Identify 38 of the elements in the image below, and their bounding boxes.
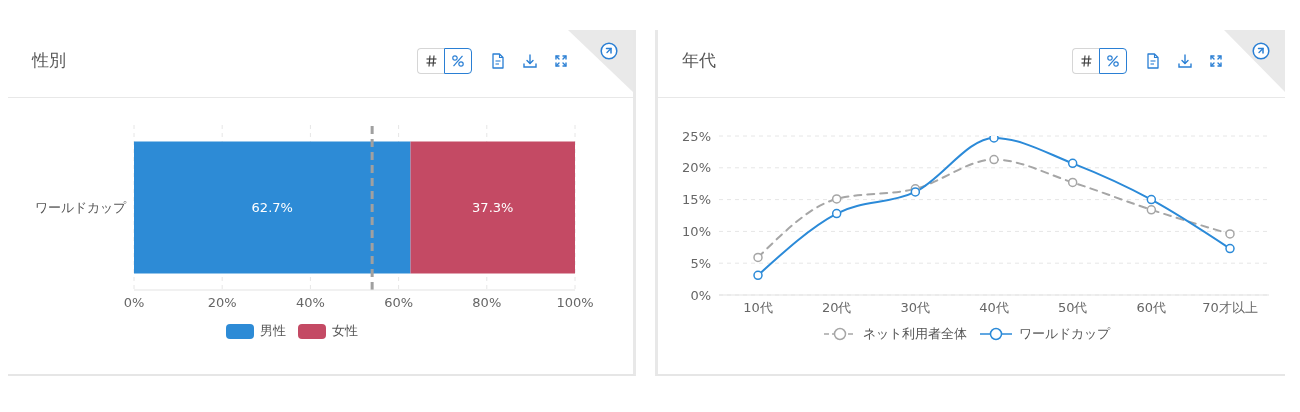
point <box>1225 243 1235 254</box>
x-tick-label: 100% <box>556 295 594 311</box>
x-tick-label: 70才以上 <box>1202 300 1258 316</box>
point <box>989 136 999 143</box>
point <box>753 270 763 281</box>
legend-label: 女性 <box>331 322 358 340</box>
y-tick-label: 15% <box>682 192 711 208</box>
data-label: 62.7% <box>251 200 293 216</box>
x-tick-label: 20代 <box>821 300 852 316</box>
x-tick-label: 60代 <box>1136 300 1167 316</box>
point <box>753 252 763 263</box>
chart-title: 性別 <box>32 49 66 72</box>
x-tick-label: 0% <box>123 295 145 311</box>
y-tick-label: 25% <box>682 128 711 144</box>
legend-label: 男性 <box>259 322 286 340</box>
x-tick-label: 40% <box>295 295 325 311</box>
x-tick-label: 80% <box>472 295 502 311</box>
point <box>1146 205 1157 215</box>
legend-label: ネット利用者全体 <box>862 325 967 343</box>
y-tick-label: 5% <box>690 255 711 271</box>
x-tick-label: 10代 <box>743 300 773 316</box>
x-tick-label: 60% <box>384 295 414 311</box>
chart-title: 年代 <box>682 49 716 72</box>
x-tick-label: 50代 <box>1057 300 1088 316</box>
point <box>1067 177 1078 188</box>
point <box>831 208 842 219</box>
point <box>989 154 999 165</box>
data-label: 37.3% <box>472 200 514 216</box>
point <box>1067 158 1078 169</box>
point <box>1225 229 1235 239</box>
x-tick-label: 20% <box>207 295 237 311</box>
x-tick-label: 40代 <box>979 300 1009 316</box>
legend-label: ワールドカップ <box>1018 325 1110 343</box>
x-tick-label: 30代 <box>900 300 931 316</box>
y-tick-label: 10% <box>682 224 711 240</box>
y-tick-label: 20% <box>682 160 711 176</box>
point <box>831 194 842 204</box>
point <box>1146 194 1157 205</box>
